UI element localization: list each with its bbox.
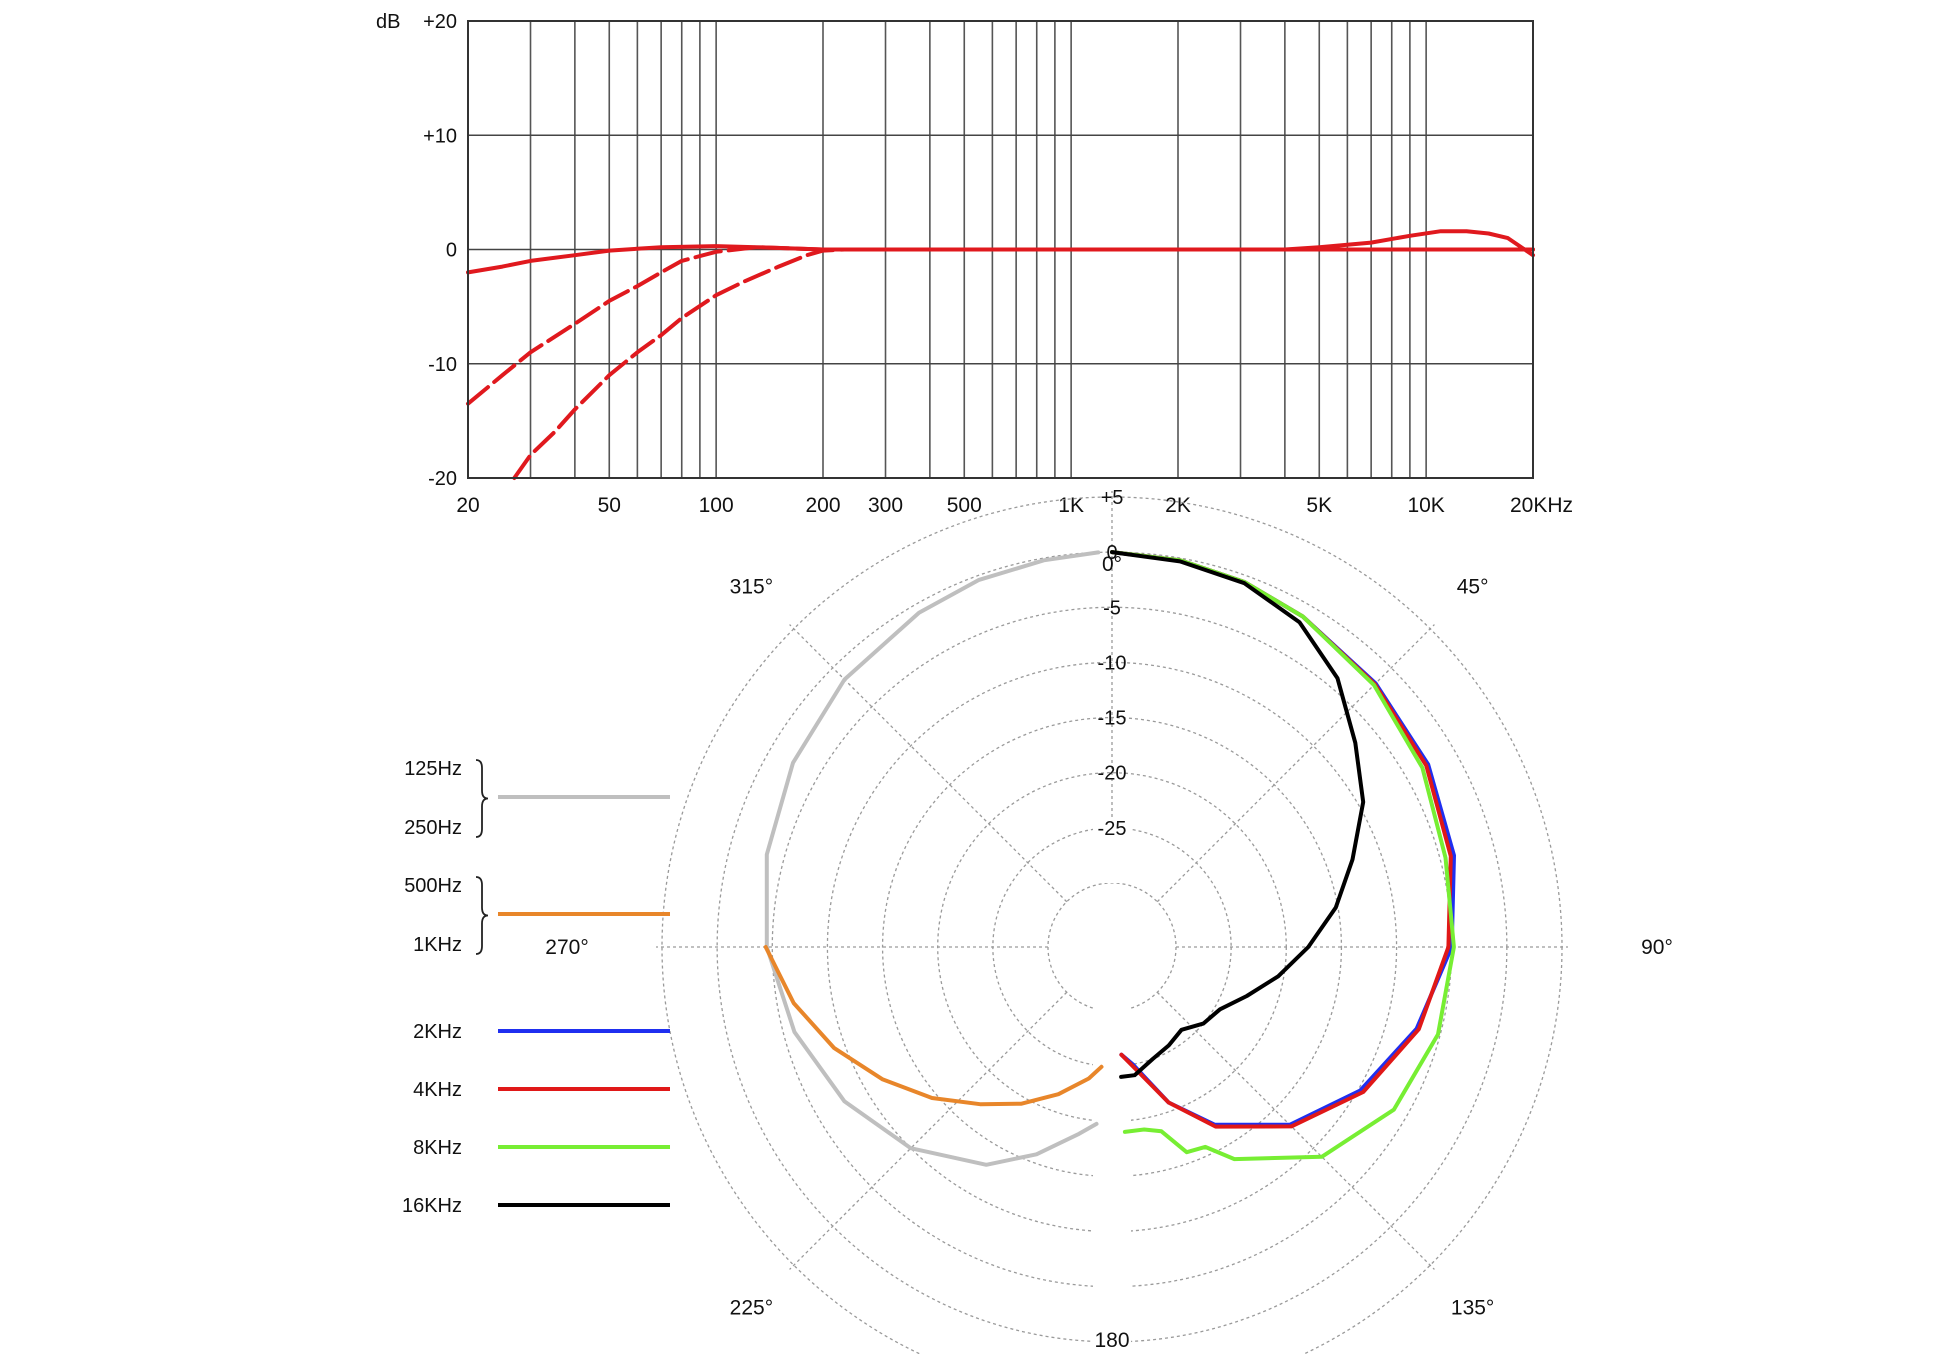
- y-axis-label: dB: [376, 11, 400, 33]
- legend-brace: [475, 876, 489, 955]
- frequency-plot-frame: [467, 20, 1534, 479]
- angle-label: 225°: [730, 1297, 773, 1320]
- ring-label: -15: [1098, 708, 1127, 730]
- y-tick-label: 0: [446, 240, 457, 262]
- legend-label: 16KHz: [402, 1195, 462, 1217]
- polar-response-line: [1110, 550, 1456, 1127]
- legend-label: 1KHz: [413, 934, 462, 956]
- polar-rear-gap: [1093, 995, 1131, 1354]
- legend-label: 500Hz: [404, 875, 462, 897]
- angle-label: 270°: [545, 936, 588, 959]
- legend: 125Hz 250Hz 500Hz 1KHz 2KHz 4KHz 8KHz 16KHz: [402, 758, 670, 1217]
- polar-response-line: [1110, 550, 1366, 1079]
- polar-grid: [656, 491, 1568, 1354]
- polar-spoke: [789, 991, 1068, 1270]
- x-tick-label: 5K: [1306, 494, 1332, 517]
- polar-ring: [1047, 882, 1177, 1012]
- ring-label: -20: [1098, 763, 1127, 785]
- polar-pattern-chart: +50-5-10-15-20-25 0°45°90°135°180225°270…: [545, 487, 1673, 1354]
- x-tick-label: 500: [947, 494, 982, 517]
- frequency-x-ticks: 20 50 100 200 300 500 1K 2K 5K 10K 20KHz: [456, 494, 1573, 517]
- x-tick-label: 10K: [1407, 494, 1444, 517]
- frequency-y-ticks: +20 +10 0 -10 -20: [423, 11, 457, 490]
- frequency-response-line: [466, 245, 1535, 406]
- polar-response-line: [763, 945, 1104, 1107]
- legend-label: 250Hz: [404, 817, 462, 839]
- polar-response-line: [764, 550, 1101, 1167]
- frequency-response-line: [512, 247, 1535, 480]
- frequency-curves: [466, 229, 1535, 480]
- legend-label: 2KHz: [413, 1021, 462, 1043]
- x-tick-label: 2K: [1165, 494, 1191, 517]
- y-tick-label: +20: [423, 11, 457, 33]
- angle-label: 315°: [730, 575, 773, 598]
- y-tick-label: -10: [428, 354, 457, 376]
- x-tick-label: 20KHz: [1510, 494, 1573, 517]
- frequency-response-chart: +20+100-10-20 20 50 100 200 300 500 1K 2K 5K 10K 2…: [376, 11, 1573, 517]
- polar-response-line: [1110, 550, 1456, 1162]
- legend-label: 125Hz: [404, 758, 462, 780]
- angle-label: 90°: [1641, 936, 1673, 959]
- ring-label: +5: [1101, 487, 1124, 509]
- x-tick-label: 200: [805, 494, 840, 517]
- x-tick-label: 50: [598, 494, 621, 517]
- x-tick-label: 20: [456, 494, 479, 517]
- y-tick-label: -20: [428, 468, 457, 490]
- ring-label: -25: [1098, 818, 1127, 840]
- legend-label: 8KHz: [413, 1137, 462, 1159]
- x-tick-label: 100: [699, 494, 734, 517]
- angle-label: 180: [1094, 1329, 1129, 1352]
- polar-curves: [763, 550, 1456, 1167]
- angle-label: 45°: [1457, 575, 1489, 598]
- polar-spoke: [1156, 624, 1435, 903]
- angle-label: 0°: [1102, 553, 1122, 576]
- ring-label: -10: [1098, 652, 1127, 674]
- polar-spoke: [1156, 991, 1435, 1270]
- y-tick-label: +10: [423, 125, 457, 147]
- polar-label-gap: [1093, 819, 1131, 883]
- polar-angle-labels: 0° 45° 90° 135° 180 225° 270° 315°: [545, 553, 1673, 1352]
- x-tick-label: 300: [868, 494, 903, 517]
- x-tick-label: 1K: [1058, 494, 1084, 517]
- polar-spoke: [789, 624, 1068, 903]
- legend-label: 4KHz: [413, 1079, 462, 1101]
- legend-brace: [475, 759, 489, 838]
- ring-label: -5: [1103, 597, 1121, 619]
- frequency-response-line: [466, 229, 1535, 275]
- angle-label: 135°: [1451, 1297, 1494, 1320]
